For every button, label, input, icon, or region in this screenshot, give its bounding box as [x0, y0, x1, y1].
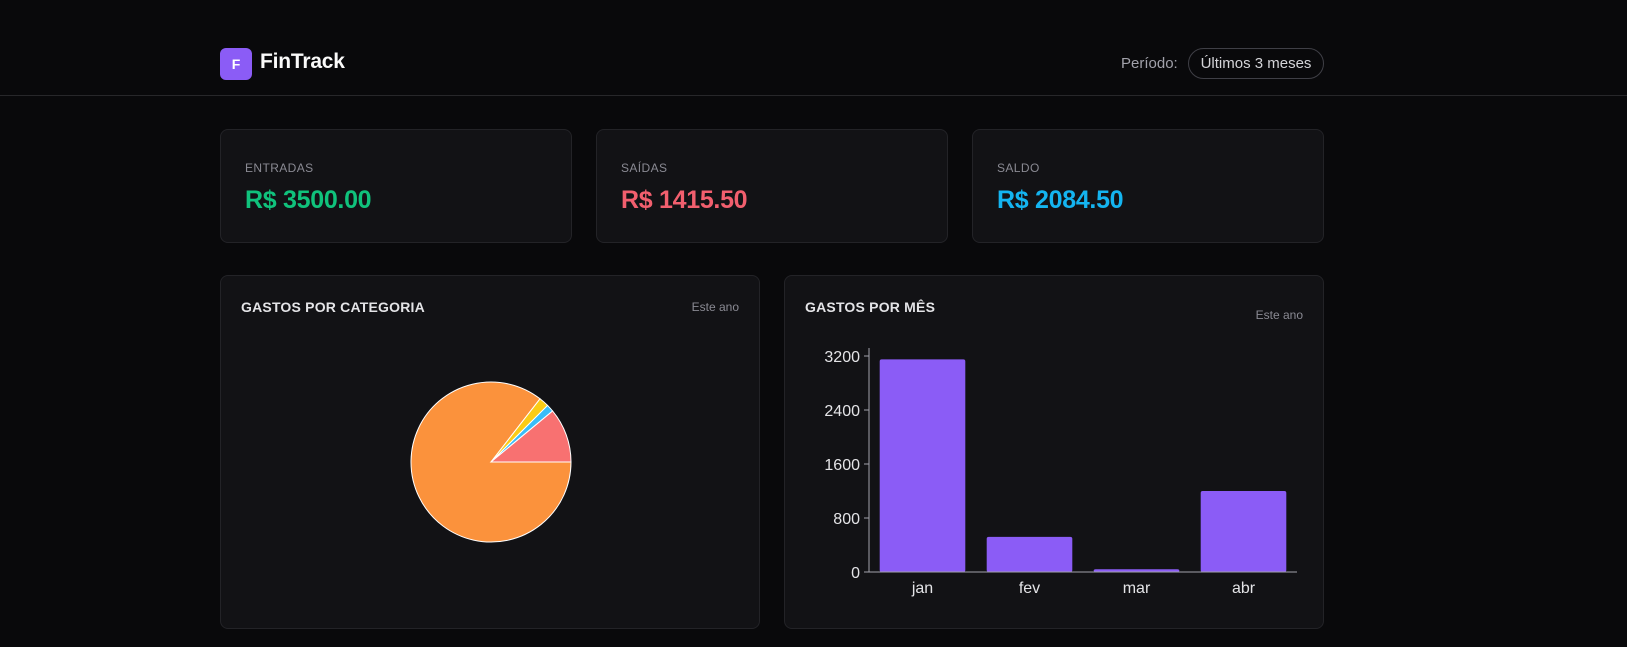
bar-abr — [1200, 491, 1287, 572]
period-label: Período: — [1121, 55, 1178, 72]
balance-label: SALDO — [997, 161, 1040, 175]
y-tick-label-4: 3200 — [824, 349, 860, 366]
income-value: R$ 3500.00 — [245, 186, 372, 214]
category-pie-chart — [410, 381, 572, 543]
x-tick-label-abr: abr — [1232, 580, 1256, 597]
app-title: FinTrack — [260, 50, 345, 73]
bar-mar — [1093, 569, 1180, 572]
x-tick-label-jan: jan — [911, 580, 933, 597]
category-panel-subtitle: Este ano — [691, 300, 739, 314]
balance-value: R$ 2084.50 — [997, 186, 1124, 214]
month-bar-chart: 0 800 1600 2400 3200 jan fev mar abr — [824, 348, 1297, 597]
income-label: ENTRADAS — [245, 161, 314, 175]
expenses-label: SAÍDAS — [621, 161, 668, 175]
y-tick-label-2: 1600 — [824, 457, 860, 474]
month-panel-title: GASTOS POR MÊS — [805, 299, 936, 315]
income-card: ENTRADAS R$ 3500.00 — [220, 129, 572, 243]
expenses-value: R$ 1415.50 — [621, 186, 748, 214]
y-tick-label-1: 800 — [833, 511, 860, 528]
bar-fev — [986, 536, 1073, 572]
pie-slice-3 — [489, 410, 572, 463]
x-tick-label-fev: fev — [1019, 580, 1040, 597]
month-panel-subtitle: Este ano — [1255, 308, 1303, 322]
y-tick-label-0: 0 — [851, 565, 860, 582]
bar-jan — [879, 359, 966, 573]
balance-card: SALDO R$ 2084.50 — [972, 129, 1324, 243]
x-tick-label-mar: mar — [1123, 580, 1151, 597]
period-select[interactable]: Últimos 3 meses — [1188, 48, 1324, 79]
category-panel-title: GASTOS POR CATEGORIA — [241, 299, 425, 315]
category-panel: GASTOS POR CATEGORIA Este ano — [220, 275, 760, 629]
expenses-card: SAÍDAS R$ 1415.50 — [596, 129, 948, 243]
month-panel: GASTOS POR MÊS Este ano 0 800 1600 2400 3200… — [784, 275, 1324, 629]
y-tick-label-3: 2400 — [824, 403, 860, 420]
app-header: F FinTrack Período: Últimos 3 meses — [0, 0, 1627, 96]
logo-icon: F — [220, 48, 252, 80]
